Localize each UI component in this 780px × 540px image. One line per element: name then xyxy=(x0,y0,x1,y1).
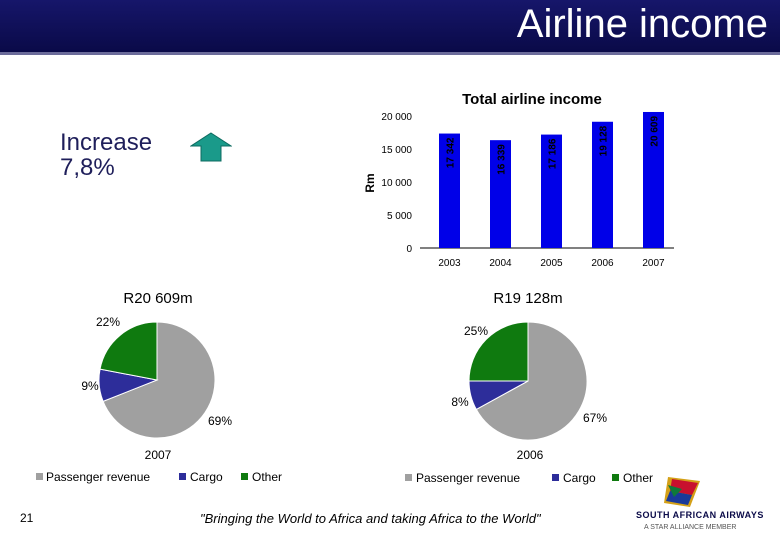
pie-slice-other xyxy=(99,321,158,381)
increase-label: Increase xyxy=(60,129,153,156)
legend-swatch-cargo xyxy=(179,473,186,480)
bar-2006 xyxy=(592,121,613,248)
y-tick-label: 15 000 xyxy=(381,145,412,156)
up-arrow-icon xyxy=(190,132,232,162)
pie-2006-title: R19 128m xyxy=(493,290,562,307)
y-tick-label: 10 000 xyxy=(381,178,412,189)
bar-chart-title: Total airline income xyxy=(462,91,602,108)
bar-2004 xyxy=(490,140,511,248)
pie-2006-label-passenger: 67% xyxy=(583,411,607,425)
legend-label-passenger: Passenger revenue xyxy=(46,470,150,484)
increase-value: 7,8% xyxy=(60,154,115,181)
page-number: 21 xyxy=(20,511,34,525)
legend-label-passenger: Passenger revenue xyxy=(416,471,520,485)
legend-swatch-other xyxy=(612,474,619,481)
y-tick-label: 0 xyxy=(406,244,412,255)
bar-value-label: 17 186 xyxy=(548,138,559,169)
legend-swatch-passenger xyxy=(405,474,412,481)
bar-value-label: 16 339 xyxy=(497,144,508,175)
bar-value-label: 17 342 xyxy=(446,137,457,168)
logo-name: SOUTH AFRICAN AIRWAYS xyxy=(636,510,764,520)
pie-2006-label-cargo: 8% xyxy=(451,395,469,409)
pie-2006-caption: 2006 xyxy=(517,448,544,462)
bar-2007 xyxy=(643,111,664,249)
pie-slice-passenger-revenue xyxy=(102,321,216,439)
bar-value-label: 20 609 xyxy=(650,116,661,147)
pie-2006-label-other: 25% xyxy=(464,324,488,338)
bar-value-label: 19 128 xyxy=(599,125,610,156)
legend-2006: Passenger revenue Cargo Other xyxy=(405,471,653,485)
pie-2007-title: R20 609m xyxy=(123,290,192,307)
legend-label-cargo: Cargo xyxy=(563,471,596,485)
legend-2007: Passenger revenue Cargo Other xyxy=(36,470,282,484)
page-title: Airline income xyxy=(516,2,768,46)
footer-quote: "Bringing the World to Africa and taking… xyxy=(200,511,541,526)
x-tick-label: 2004 xyxy=(489,258,512,269)
legend-label-cargo: Cargo xyxy=(190,470,223,484)
pie-2007-label-passenger: 69% xyxy=(208,414,232,428)
increase-callout: Increase 7,8% xyxy=(60,130,152,180)
x-tick-label: 2006 xyxy=(591,258,614,269)
pie-2007-label-other: 22% xyxy=(96,315,120,329)
legend-swatch-other xyxy=(241,473,248,480)
saa-flag-icon xyxy=(664,477,700,507)
legend-swatch-cargo xyxy=(552,474,559,481)
legend-swatch-passenger xyxy=(36,473,43,480)
y-tick-label: 20 000 xyxy=(381,112,412,123)
pie-slice-other xyxy=(468,321,529,382)
legend-label-other: Other xyxy=(623,471,653,485)
pie-2007-label-cargo: 9% xyxy=(81,379,99,393)
y-tick-label: 5 000 xyxy=(387,211,412,222)
logo-subtitle: A STAR ALLIANCE MEMBER xyxy=(644,524,737,531)
y-axis-label: Rm xyxy=(363,173,377,192)
bar-2003 xyxy=(439,133,460,248)
pie-slice-passenger-revenue xyxy=(475,321,588,441)
x-tick-label: 2007 xyxy=(642,258,665,269)
x-tick-label: 2005 xyxy=(540,258,563,269)
legend-label-other: Other xyxy=(252,470,282,484)
title-banner: Airline income xyxy=(0,0,780,55)
x-tick-label: 2003 xyxy=(438,258,461,269)
pie-2007-caption: 2007 xyxy=(145,448,172,462)
saa-logo: SOUTH AFRICAN AIRWAYS A STAR ALLIANCE ME… xyxy=(630,475,770,535)
bar-2005 xyxy=(541,134,562,248)
